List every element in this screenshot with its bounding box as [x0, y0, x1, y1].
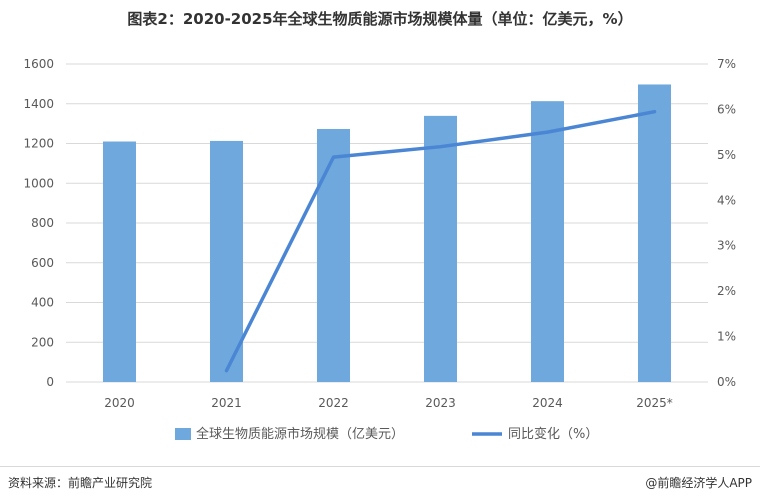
legend-swatch-bar	[175, 428, 191, 440]
x-axis: 2020 2021 2022 2023 2024 2025*	[104, 396, 673, 410]
y-left-tick-label: 800	[31, 216, 54, 230]
y-right-tick-label: 2%	[717, 284, 736, 298]
x-tick-label: 2025*	[636, 396, 673, 410]
chart-title: 图表2：2020-2025年全球生物质能源市场规模体量（单位：亿美元，%）	[127, 10, 633, 28]
x-tick-label: 2020	[104, 396, 135, 410]
legend: 全球生物质能源市场规模（亿美元） 同比变化（%）	[175, 426, 598, 442]
footer-divider	[0, 466, 760, 467]
y-axis-right: 0% 1% 2% 3% 4% 5% 6% 7%	[717, 57, 736, 389]
bar	[531, 101, 564, 382]
y-right-tick-label: 7%	[717, 57, 736, 71]
bar	[103, 141, 136, 382]
line-series	[224, 109, 657, 373]
y-right-tick-label: 3%	[717, 239, 736, 253]
legend-label-line: 同比变化（%）	[508, 426, 598, 442]
footer-source: 资料来源：前瞻产业研究院	[8, 476, 153, 490]
y-left-tick-label: 1200	[23, 137, 54, 151]
y-left-tick-label: 200	[31, 335, 54, 349]
x-tick-label: 2022	[318, 396, 349, 410]
y-right-tick-label: 5%	[717, 148, 736, 162]
footer-brand: @前瞻经济学人APP	[645, 476, 752, 490]
bar	[317, 128, 350, 382]
y-left-tick-label: 1000	[23, 176, 54, 190]
x-tick-label: 2023	[425, 396, 456, 410]
x-tick-label: 2021	[211, 396, 242, 410]
bar	[638, 84, 671, 382]
y-right-tick-label: 4%	[717, 193, 736, 207]
y-right-tick-label: 1%	[717, 330, 736, 344]
y-left-tick-label: 600	[31, 256, 54, 270]
y-left-tick-label: 1600	[23, 57, 54, 71]
bar	[424, 115, 457, 382]
bar-series	[103, 84, 671, 382]
x-tick-label: 2024	[532, 396, 563, 410]
legend-label-bar: 全球生物质能源市场规模（亿美元）	[196, 426, 404, 442]
y-right-tick-label: 0%	[717, 375, 736, 389]
y-left-tick-label: 0	[46, 375, 54, 389]
y-axis-left: 0 200 400 600 800 1000 1200 1400 1600	[23, 57, 54, 389]
gridlines	[66, 63, 708, 383]
y-left-tick-label: 400	[31, 296, 54, 310]
bar	[210, 140, 243, 382]
y-left-tick-label: 1400	[23, 97, 54, 111]
y-right-tick-label: 6%	[717, 102, 736, 116]
